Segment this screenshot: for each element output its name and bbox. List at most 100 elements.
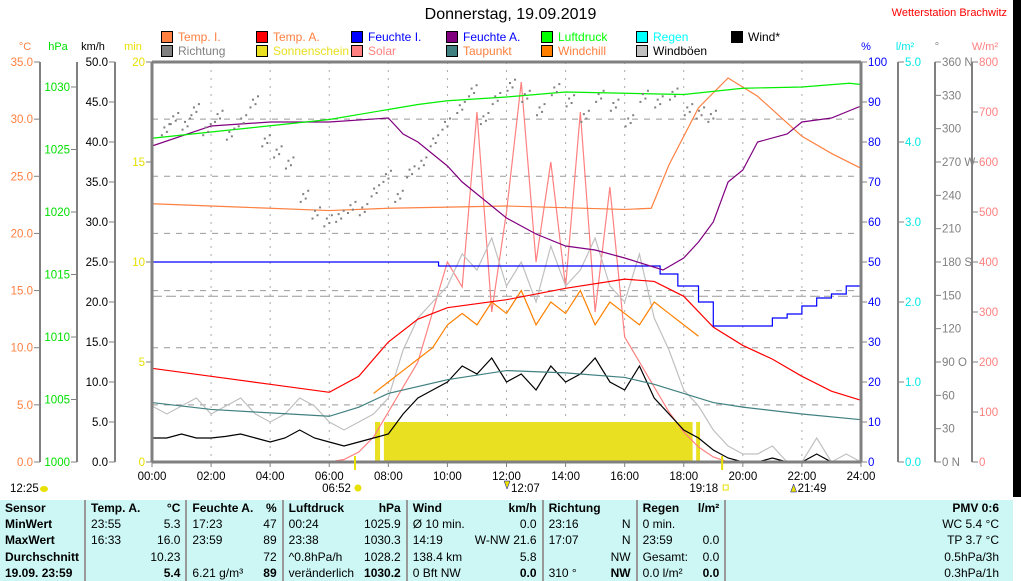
axis-tick-label-solar: 500 bbox=[979, 207, 998, 219]
series-richtung-dot bbox=[349, 204, 352, 207]
series-richtung-dot bbox=[691, 103, 694, 106]
series-richtung-dot bbox=[712, 117, 715, 120]
stats-cell: Luftdruck bbox=[281, 500, 360, 517]
series-richtung-dot bbox=[278, 153, 281, 156]
series-richtung-dot bbox=[491, 103, 494, 106]
axis-tick-label-deg: 60 bbox=[942, 390, 955, 402]
axis-tick-label-temp: 30.0 bbox=[11, 114, 33, 126]
series-richtung-dot bbox=[521, 100, 524, 103]
series-richtung-dot bbox=[384, 173, 387, 176]
series-richtung-dot bbox=[233, 127, 236, 130]
stats-cell: 17:07 bbox=[541, 532, 606, 549]
axis-tick-label-temp: 20.0 bbox=[11, 228, 33, 240]
axis-tick-label-kmh: 10.0 bbox=[86, 377, 108, 389]
axis-tick-label-solar: 600 bbox=[979, 157, 998, 169]
axis-tick-label-deg: 0 N bbox=[942, 457, 960, 469]
series-richtung-dot bbox=[186, 125, 189, 128]
series-richtung-dot bbox=[319, 206, 322, 209]
axis-tick-label-solar: 300 bbox=[979, 307, 998, 319]
series-richtung-dot bbox=[536, 114, 539, 117]
series-richtung-dot bbox=[325, 217, 328, 220]
axis-tick-label-hpa: 1020 bbox=[44, 207, 70, 219]
series-richtung-dot bbox=[172, 115, 175, 118]
series-richtung-dot bbox=[413, 165, 416, 168]
stats-cell: Richtung bbox=[541, 500, 606, 517]
weather-chart: °C0.05.010.015.020.025.030.035.0hPa10001… bbox=[10, 41, 999, 495]
axis-tick-label-deg: 150 bbox=[942, 290, 961, 302]
solar-noon-icon bbox=[503, 480, 511, 490]
legend-label: Feuchte A. bbox=[463, 30, 521, 44]
axis-tick-label-kmh: 45.0 bbox=[86, 97, 108, 109]
x-tick-label: 22:00 bbox=[788, 471, 817, 483]
stats-cell: 138.4 km bbox=[405, 548, 470, 565]
x-tick-label: 10:00 bbox=[433, 471, 462, 483]
axis-tick-label-temp: 0.0 bbox=[17, 457, 33, 469]
series-richtung-dot bbox=[570, 102, 573, 104]
series-richtung-dot bbox=[337, 213, 340, 216]
series-richtung-dot bbox=[280, 145, 283, 148]
series-richtung-dot bbox=[375, 192, 378, 194]
legend-item-temp-a: Temp. A. bbox=[256, 30, 320, 44]
series-richtung-dot bbox=[444, 120, 447, 123]
axis-tick-label-rain: 1.0 bbox=[905, 377, 921, 389]
axis-tick-label-pct: 80 bbox=[868, 137, 881, 149]
series-richtung-dot bbox=[165, 130, 168, 133]
series-richtung-dot bbox=[289, 164, 292, 167]
series-richtung-dot bbox=[169, 123, 172, 126]
stats-row: MaxWert 16:33 16.0 23:59 89 23:38 1030.3 14:19 W… bbox=[0, 532, 1013, 549]
stats-cell: 00:24 bbox=[281, 516, 360, 533]
legend-swatch bbox=[446, 31, 458, 43]
series-richtung-dot bbox=[639, 100, 642, 103]
x-tick-label: 04:00 bbox=[256, 471, 285, 483]
series-richtung-dot bbox=[612, 102, 615, 104]
legend-swatch bbox=[161, 45, 173, 57]
legend-swatch bbox=[256, 31, 268, 43]
stats-cell: 23:59 bbox=[635, 532, 693, 549]
series-richtung-dot bbox=[688, 110, 691, 113]
stats-cell: 0 min. bbox=[635, 516, 693, 533]
series-richtung-dot bbox=[242, 122, 245, 124]
series-richtung-dot bbox=[420, 159, 423, 162]
series-richtung-dot bbox=[695, 117, 698, 120]
stats-cell: Feuchte A. bbox=[185, 500, 259, 517]
legend-label: Taupunkt bbox=[463, 44, 512, 58]
marker-moon: 21:49 bbox=[798, 483, 827, 495]
stats-cell: 89 bbox=[263, 533, 277, 548]
axis-tick-label-deg: 180 S bbox=[942, 257, 972, 269]
axis-tick-label-deg: 90 O bbox=[942, 357, 967, 369]
series-richtung-dot bbox=[160, 134, 163, 137]
series-richtung-dot bbox=[225, 138, 228, 141]
legend-swatch bbox=[161, 31, 173, 43]
series-richtung-dot bbox=[582, 113, 585, 116]
axis-unit-hpa: hPa bbox=[48, 41, 68, 53]
x-tick-label: 12:00 bbox=[492, 471, 521, 483]
stats-cell: 0.0 bbox=[519, 517, 537, 532]
series-richtung-dot bbox=[475, 84, 478, 87]
series-richtung-dot bbox=[263, 137, 266, 140]
legend-item-sonnenschein: Sonnenschein bbox=[256, 44, 349, 58]
series-richtung-dot bbox=[617, 98, 620, 101]
legend-item-taupunkt: Taupunkt bbox=[446, 44, 512, 58]
stats-cell: ^0.8hPa/h bbox=[281, 548, 360, 565]
series-richtung-dot bbox=[646, 89, 649, 92]
series-richtung-dot bbox=[558, 83, 561, 86]
legend-label: Luftdruck bbox=[558, 30, 608, 44]
series-richtung-dot bbox=[304, 197, 307, 200]
legend-item-temp-i: Temp. I. bbox=[161, 30, 221, 44]
axis-unit-kmh: km/h bbox=[81, 41, 105, 53]
series-richtung-dot bbox=[543, 103, 546, 106]
series-richtung-dot bbox=[195, 110, 198, 113]
axis-tick-label-hpa: 1000 bbox=[44, 457, 70, 469]
series-richtung-dot bbox=[506, 89, 509, 92]
series-richtung-dot bbox=[389, 169, 392, 172]
series-richtung-dot bbox=[328, 222, 331, 224]
series-richtung-dot bbox=[661, 95, 664, 98]
stats-cell: 5.3 bbox=[163, 517, 181, 532]
stats-cell: 5.8 bbox=[519, 549, 537, 564]
axis-unit-solar: W/m² bbox=[972, 41, 999, 53]
series-sonnenschein-bar bbox=[375, 422, 381, 462]
series-richtung-dot bbox=[251, 98, 254, 101]
axis-tick-label-hpa: 1005 bbox=[44, 395, 70, 407]
series-richtung-dot bbox=[254, 103, 257, 106]
series-richtung-dot bbox=[671, 90, 674, 93]
